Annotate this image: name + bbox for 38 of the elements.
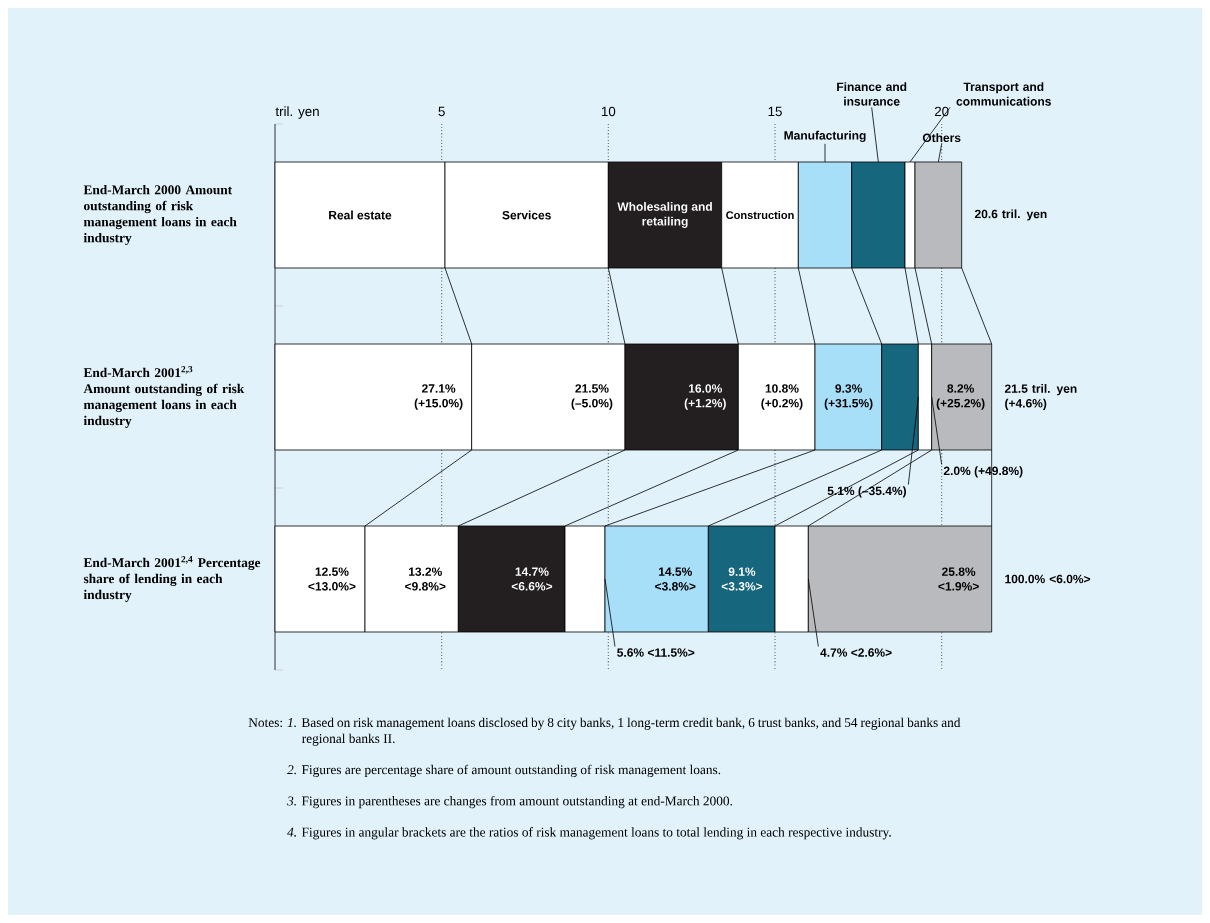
- annotation: 13.2% <9.8%>: [405, 567, 446, 591]
- y-tick-label: End-March 2001$^{2,3}$ Amount outstanding of risk management loans in each industry: [83, 366, 245, 428]
- x-axis-title: tril. yen: [275, 106, 319, 119]
- y-tick-label: End-March 2000 Amount outstanding of risk management loans in each industry: [83, 184, 237, 246]
- x-tick-label: 5: [438, 106, 445, 117]
- total-label: 20.6 tril. yen: [974, 209, 1047, 221]
- text: Transport and communications: [956, 82, 1051, 106]
- annotation: 9.3% (+31.5%): [824, 384, 873, 410]
- series-label: Real estate: [329, 210, 392, 220]
- total-label: 100.0% <6.0%>: [1005, 574, 1091, 584]
- annotation: 25.8% <1.9%>: [938, 567, 979, 591]
- text: Manufacturing: [784, 130, 866, 143]
- x-tick-label: 15: [768, 106, 782, 117]
- annotation: 14.5% <3.8%>: [655, 567, 696, 591]
- series-label: Others: [922, 133, 961, 143]
- annotation: 27.1% (+15.0%): [414, 384, 463, 410]
- annotation: 5.6% <11.5%>: [617, 648, 695, 657]
- text: 3. Figures in parentheses are changes from amount outstanding at end-March 2000.: [287, 795, 733, 809]
- text: Finance and insurance: [837, 82, 907, 106]
- x-tick-label: 20: [934, 106, 949, 117]
- text: 2. Figures are percentage share of amount outstanding of risk management loans.: [287, 764, 721, 777]
- annotation: 16.0% (+1.2%): [684, 384, 726, 410]
- total-label: 21.5 tril. yen (+4.6%): [1004, 384, 1077, 410]
- text: 1. Based on risk management loans disclosed by 8 city banks, 1 long-term credit bank, 6 trust banks, and 54 regional banks and regional banks II.: [287, 717, 961, 746]
- annotation: 9.1% <3.3%>: [721, 567, 763, 591]
- text: 4. Figures in angular brackets are the ratios of risk management loans to total lending in each respective industry.: [287, 827, 891, 840]
- annotation: 12.5% <13.0%>: [308, 567, 356, 591]
- annotation: 8.2% (+25.2%): [936, 384, 985, 410]
- x-tick-label: 10: [601, 106, 616, 117]
- series-label: Construction: [726, 210, 794, 220]
- text: Notes:: [248, 718, 283, 728]
- annotation: 21.5% (–5.0%): [571, 384, 613, 410]
- series-label: Wholesaling and retailing: [617, 202, 712, 228]
- annotation: 10.8% (+0.2%): [761, 384, 803, 410]
- y-tick-label: End-March 2001$^{2,4}$ Percentage share of lending in each industry: [83, 556, 261, 602]
- series-label: Services: [502, 210, 551, 220]
- annotation: 4.7% <2.6%>: [820, 648, 892, 657]
- annotation: 14.7% <6.6%>: [511, 567, 553, 591]
